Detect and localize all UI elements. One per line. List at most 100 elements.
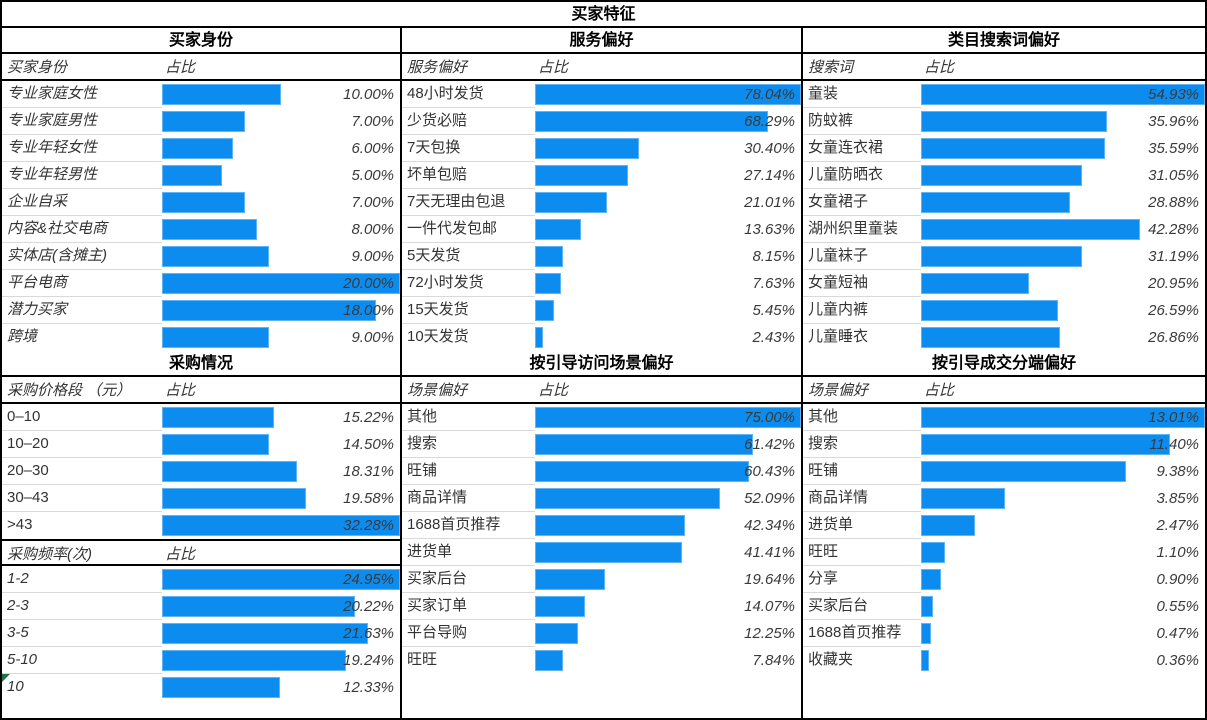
data-bar xyxy=(162,327,270,348)
data-bar xyxy=(921,650,929,671)
row-label: 儿童内裤 xyxy=(803,297,921,324)
bar-track xyxy=(921,108,1205,135)
bar-track xyxy=(162,270,400,297)
row-label: 10天发货 xyxy=(407,328,469,345)
bar-track xyxy=(535,135,801,162)
row-percent: 20.22% xyxy=(343,598,394,615)
data-bar xyxy=(162,515,400,536)
column-header-label: 场景偏好 xyxy=(407,382,468,399)
chart-row: 收藏夹 0.36% xyxy=(803,647,1205,674)
chart-row: 企业自采 7.00% xyxy=(2,189,400,216)
row-label: 专业年轻男性 xyxy=(2,162,162,189)
row-label: 湖州织里童装 xyxy=(803,216,921,243)
row-percent: 9.00% xyxy=(351,248,394,265)
chart-row: >43 32.28% xyxy=(2,512,400,539)
row-label: 实体店(含摊主) xyxy=(2,243,162,270)
column-header-row: 服务偏好 占比 xyxy=(402,54,801,81)
data-bar xyxy=(535,327,544,348)
bar-track xyxy=(535,539,801,566)
column-header-row: 场景偏好 占比 xyxy=(803,377,1205,404)
chart-row: 内容&社交电商 8.00% xyxy=(2,216,400,243)
row-percent: 61.42% xyxy=(744,436,795,453)
column-header-row: 采购价格段 （元） 占比 xyxy=(2,377,400,404)
data-bar xyxy=(921,111,1107,132)
row-percent: 3.85% xyxy=(1156,490,1199,507)
data-bar xyxy=(162,111,246,132)
chart-row: 其他 75.00% xyxy=(402,404,801,431)
data-bar xyxy=(535,542,682,563)
bar-track xyxy=(921,135,1205,162)
row-label: 专业家庭男性 xyxy=(2,108,162,135)
row-label: 7天无理由包退 xyxy=(402,189,535,216)
bar-track xyxy=(535,404,801,431)
data-bar xyxy=(535,192,607,213)
row-label: 48小时发货 xyxy=(402,81,535,108)
data-bar xyxy=(162,461,297,482)
bar-track xyxy=(535,458,801,485)
row-percent: 11.40% xyxy=(1149,436,1199,453)
row-label: 儿童防晒衣 xyxy=(803,162,921,189)
data-bar xyxy=(162,300,377,321)
chart-row: 旺旺 7.84% xyxy=(402,647,801,674)
row-label: 旺铺 xyxy=(803,458,921,485)
data-bar xyxy=(535,165,628,186)
cell-error-indicator-icon xyxy=(2,674,10,682)
row-label: 商品详情 xyxy=(402,485,535,512)
row-percent: 12.33% xyxy=(343,679,394,696)
row-percent: 6.00% xyxy=(351,140,394,157)
bar-track xyxy=(921,297,1205,324)
chart-row: 30–43 19.58% xyxy=(2,485,400,512)
data-bar xyxy=(162,192,246,213)
chart-row: 进货单 2.47% xyxy=(803,512,1205,539)
bar-track xyxy=(921,593,1205,620)
chart-row: 买家订单 14.07% xyxy=(402,593,801,620)
data-bar xyxy=(921,488,1006,509)
row-label: 进货单 xyxy=(402,539,535,566)
chart-row: 搜索 61.42% xyxy=(402,431,801,458)
column-header-label: 采购价格段 （元） xyxy=(7,382,132,399)
data-bar xyxy=(535,273,561,294)
chart-row: 2-3 20.22% xyxy=(2,593,400,620)
bar-rows-service-preference: 48小时发货 78.04% 少货必赔 68.29% 7天包换 30.40% 坏单包赔 27.1… xyxy=(402,81,801,351)
row-percent: 9.00% xyxy=(351,329,394,346)
row-percent: 60.43% xyxy=(744,463,795,480)
data-bar xyxy=(162,273,400,294)
chart-row: 10天发货 2.43% xyxy=(402,324,801,351)
row-percent: 31.19% xyxy=(1148,248,1199,265)
row-label: 7天包换 xyxy=(402,135,535,162)
row-percent: 12.25% xyxy=(744,625,795,642)
data-bar xyxy=(162,219,258,240)
bar-track xyxy=(921,81,1205,108)
row-label: 专业家庭女性 xyxy=(2,81,162,108)
panel-title-purchase: 采购情况 xyxy=(2,351,400,377)
data-bar xyxy=(535,300,554,321)
bar-track xyxy=(162,108,400,135)
bar-track xyxy=(535,216,801,243)
data-bar xyxy=(921,138,1105,159)
chart-row: 专业家庭女性 10.00% xyxy=(2,81,400,108)
chart-row: 72小时发货 7.63% xyxy=(402,270,801,297)
row-label: 儿童袜子 xyxy=(803,243,921,270)
data-bar xyxy=(162,650,346,671)
column-header-share: 占比 xyxy=(165,546,196,563)
row-percent: 5.00% xyxy=(351,167,394,184)
row-label: 2-3 xyxy=(2,593,162,620)
row-label: 少货必赔 xyxy=(402,108,535,135)
row-label: 15天发货 xyxy=(402,297,535,324)
row-label: 其他 xyxy=(402,404,535,431)
row-percent: 8.00% xyxy=(351,221,394,238)
panel-buyer-identity: 买家身份 买家身份 占比 专业家庭女性 10.00% 专业家庭男性 7.00% 专业年轻… xyxy=(2,28,400,351)
panel-title-buyer-identity: 买家身份 xyxy=(2,28,400,54)
column-header-share: 占比 xyxy=(538,59,569,76)
row-percent: 26.59% xyxy=(1148,302,1199,319)
row-label: 儿童睡衣 xyxy=(808,328,869,345)
data-bar xyxy=(921,192,1071,213)
column-header-label: 场景偏好 xyxy=(808,382,869,399)
data-bar xyxy=(921,300,1059,321)
row-label: >43 xyxy=(7,516,33,533)
column-header-row: 搜索词 占比 xyxy=(803,54,1205,81)
row-percent: 0.55% xyxy=(1156,598,1199,615)
row-label: 跨境 xyxy=(7,328,38,345)
bar-track xyxy=(921,485,1205,512)
bar-track xyxy=(921,216,1205,243)
